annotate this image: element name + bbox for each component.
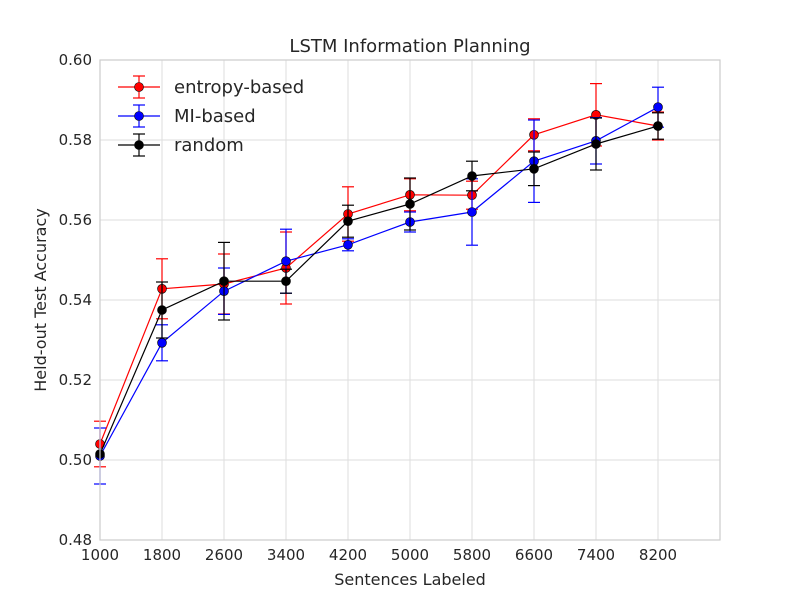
y-tick-label: 0.48 xyxy=(59,531,92,549)
x-tick-label: 6600 xyxy=(515,546,553,564)
x-tick-label: 5000 xyxy=(391,546,429,564)
y-axis-label: Held-out Test Accuracy xyxy=(31,208,50,391)
x-axis-label: Sentences Labeled xyxy=(334,570,486,589)
data-point xyxy=(157,337,167,348)
y-tick-label: 0.52 xyxy=(59,371,92,389)
chart-title: LSTM Information Planning xyxy=(289,36,530,57)
data-point xyxy=(343,216,353,226)
legend-item: MI-based xyxy=(118,104,256,128)
series-MI-based xyxy=(94,86,664,485)
legend-label: random xyxy=(174,135,244,156)
legend-marker xyxy=(134,111,144,121)
series-line xyxy=(99,106,659,457)
y-tick-label: 0.58 xyxy=(59,131,92,149)
y-tick-label: 0.50 xyxy=(59,451,92,469)
data-point xyxy=(281,276,291,287)
legend-item: entropy-based xyxy=(118,75,304,99)
x-tick-label: 8200 xyxy=(639,546,677,564)
x-tick-label: 5800 xyxy=(453,546,491,564)
x-tick-label: 4200 xyxy=(329,546,367,564)
legend: entropy-based MI-based random xyxy=(118,75,304,157)
data-point xyxy=(219,276,229,287)
data-point xyxy=(467,207,477,217)
data-point xyxy=(343,240,353,250)
legend-label: entropy-based xyxy=(174,77,304,98)
y-tick-labels: 0.48 0.50 0.52 0.54 0.56 0.58 0.60 xyxy=(59,51,92,549)
data-point xyxy=(591,139,601,149)
x-tick-label: 1800 xyxy=(143,546,181,564)
x-tick-label: 7400 xyxy=(577,546,615,564)
x-tick-labels: 1000 1800 2600 3400 4200 5000 5800 6600 7400 8200 xyxy=(81,546,677,564)
x-tick-label: 2600 xyxy=(205,546,243,564)
y-tick-label: 0.54 xyxy=(59,291,92,309)
x-tick-label: 3400 xyxy=(267,546,305,564)
legend-label: MI-based xyxy=(174,106,256,127)
series-line xyxy=(99,125,659,455)
y-tick-label: 0.60 xyxy=(59,51,92,69)
data-point xyxy=(653,121,663,131)
data-point xyxy=(653,102,663,112)
data-point xyxy=(529,164,539,174)
legend-item: random xyxy=(118,133,244,157)
plot-frame xyxy=(99,59,721,541)
series-layer xyxy=(94,82,664,485)
series-random xyxy=(95,112,664,459)
data-point xyxy=(467,171,477,181)
legend-marker xyxy=(134,140,144,150)
data-point xyxy=(405,199,415,209)
series-line xyxy=(99,114,659,445)
data-point xyxy=(157,305,167,315)
legend-marker xyxy=(134,82,144,92)
data-point xyxy=(281,256,291,267)
y-tick-label: 0.56 xyxy=(59,211,92,229)
x-tick-label: 1000 xyxy=(81,546,119,564)
